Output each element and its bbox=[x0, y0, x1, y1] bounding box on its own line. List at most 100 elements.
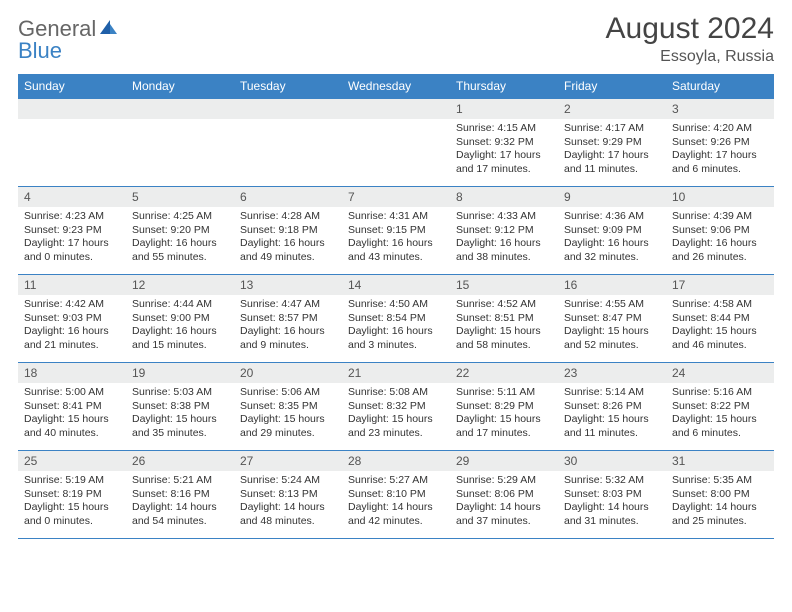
day-number: 30 bbox=[558, 451, 666, 471]
day-details: Sunrise: 5:19 AMSunset: 8:19 PMDaylight:… bbox=[18, 471, 126, 533]
day-details: Sunrise: 5:27 AMSunset: 8:10 PMDaylight:… bbox=[342, 471, 450, 533]
day-header: Sunday bbox=[18, 74, 126, 99]
day-number: 6 bbox=[234, 187, 342, 207]
header: GeneralBlue August 2024 Essoyla, Russia bbox=[18, 12, 774, 66]
day-cell: 24Sunrise: 5:16 AMSunset: 8:22 PMDayligh… bbox=[666, 363, 774, 451]
week-row: 11Sunrise: 4:42 AMSunset: 9:03 PMDayligh… bbox=[18, 275, 774, 363]
calendar-table: SundayMondayTuesdayWednesdayThursdayFrid… bbox=[18, 74, 774, 539]
day-cell: 30Sunrise: 5:32 AMSunset: 8:03 PMDayligh… bbox=[558, 451, 666, 539]
empty-cell bbox=[234, 99, 342, 187]
day-cell: 20Sunrise: 5:06 AMSunset: 8:35 PMDayligh… bbox=[234, 363, 342, 451]
day-details: Sunrise: 5:06 AMSunset: 8:35 PMDaylight:… bbox=[234, 383, 342, 445]
day-cell: 15Sunrise: 4:52 AMSunset: 8:51 PMDayligh… bbox=[450, 275, 558, 363]
month-title: August 2024 bbox=[606, 12, 774, 46]
day-details: Sunrise: 4:42 AMSunset: 9:03 PMDaylight:… bbox=[18, 295, 126, 357]
day-cell: 1Sunrise: 4:15 AMSunset: 9:32 PMDaylight… bbox=[450, 99, 558, 187]
day-details: Sunrise: 5:29 AMSunset: 8:06 PMDaylight:… bbox=[450, 471, 558, 533]
day-number: 29 bbox=[450, 451, 558, 471]
day-details: Sunrise: 5:14 AMSunset: 8:26 PMDaylight:… bbox=[558, 383, 666, 445]
day-number bbox=[234, 99, 342, 119]
day-number bbox=[18, 99, 126, 119]
day-details: Sunrise: 5:11 AMSunset: 8:29 PMDaylight:… bbox=[450, 383, 558, 445]
day-cell: 19Sunrise: 5:03 AMSunset: 8:38 PMDayligh… bbox=[126, 363, 234, 451]
day-number: 17 bbox=[666, 275, 774, 295]
day-cell: 14Sunrise: 4:50 AMSunset: 8:54 PMDayligh… bbox=[342, 275, 450, 363]
day-number: 15 bbox=[450, 275, 558, 295]
day-details: Sunrise: 4:55 AMSunset: 8:47 PMDaylight:… bbox=[558, 295, 666, 357]
day-number: 19 bbox=[126, 363, 234, 383]
day-header: Friday bbox=[558, 74, 666, 99]
day-number: 21 bbox=[342, 363, 450, 383]
day-cell: 21Sunrise: 5:08 AMSunset: 8:32 PMDayligh… bbox=[342, 363, 450, 451]
day-details: Sunrise: 4:33 AMSunset: 9:12 PMDaylight:… bbox=[450, 207, 558, 269]
day-number: 16 bbox=[558, 275, 666, 295]
day-number: 11 bbox=[18, 275, 126, 295]
day-details: Sunrise: 4:25 AMSunset: 9:20 PMDaylight:… bbox=[126, 207, 234, 269]
day-cell: 28Sunrise: 5:27 AMSunset: 8:10 PMDayligh… bbox=[342, 451, 450, 539]
day-cell: 11Sunrise: 4:42 AMSunset: 9:03 PMDayligh… bbox=[18, 275, 126, 363]
day-details: Sunrise: 4:58 AMSunset: 8:44 PMDaylight:… bbox=[666, 295, 774, 357]
day-number: 18 bbox=[18, 363, 126, 383]
day-details: Sunrise: 4:44 AMSunset: 9:00 PMDaylight:… bbox=[126, 295, 234, 357]
day-details: Sunrise: 4:23 AMSunset: 9:23 PMDaylight:… bbox=[18, 207, 126, 269]
day-cell: 26Sunrise: 5:21 AMSunset: 8:16 PMDayligh… bbox=[126, 451, 234, 539]
day-details: Sunrise: 4:28 AMSunset: 9:18 PMDaylight:… bbox=[234, 207, 342, 269]
day-number: 14 bbox=[342, 275, 450, 295]
day-cell: 22Sunrise: 5:11 AMSunset: 8:29 PMDayligh… bbox=[450, 363, 558, 451]
day-cell: 4Sunrise: 4:23 AMSunset: 9:23 PMDaylight… bbox=[18, 187, 126, 275]
day-number: 12 bbox=[126, 275, 234, 295]
day-details: Sunrise: 4:15 AMSunset: 9:32 PMDaylight:… bbox=[450, 119, 558, 181]
day-number: 4 bbox=[18, 187, 126, 207]
day-header-row: SundayMondayTuesdayWednesdayThursdayFrid… bbox=[18, 74, 774, 99]
day-number: 9 bbox=[558, 187, 666, 207]
day-cell: 5Sunrise: 4:25 AMSunset: 9:20 PMDaylight… bbox=[126, 187, 234, 275]
location: Essoyla, Russia bbox=[606, 48, 774, 66]
day-details: Sunrise: 4:31 AMSunset: 9:15 PMDaylight:… bbox=[342, 207, 450, 269]
day-details: Sunrise: 5:08 AMSunset: 8:32 PMDaylight:… bbox=[342, 383, 450, 445]
day-number: 13 bbox=[234, 275, 342, 295]
day-cell: 25Sunrise: 5:19 AMSunset: 8:19 PMDayligh… bbox=[18, 451, 126, 539]
day-cell: 9Sunrise: 4:36 AMSunset: 9:09 PMDaylight… bbox=[558, 187, 666, 275]
week-row: 1Sunrise: 4:15 AMSunset: 9:32 PMDaylight… bbox=[18, 99, 774, 187]
empty-cell bbox=[126, 99, 234, 187]
title-block: August 2024 Essoyla, Russia bbox=[606, 12, 774, 66]
day-number: 27 bbox=[234, 451, 342, 471]
day-cell: 31Sunrise: 5:35 AMSunset: 8:00 PMDayligh… bbox=[666, 451, 774, 539]
day-details: Sunrise: 5:00 AMSunset: 8:41 PMDaylight:… bbox=[18, 383, 126, 445]
day-number: 8 bbox=[450, 187, 558, 207]
day-number: 25 bbox=[18, 451, 126, 471]
logo-text-1: General bbox=[18, 18, 96, 40]
day-number: 20 bbox=[234, 363, 342, 383]
day-number: 10 bbox=[666, 187, 774, 207]
day-number: 23 bbox=[558, 363, 666, 383]
day-number: 2 bbox=[558, 99, 666, 119]
day-details: Sunrise: 4:17 AMSunset: 9:29 PMDaylight:… bbox=[558, 119, 666, 181]
day-number: 7 bbox=[342, 187, 450, 207]
day-number bbox=[342, 99, 450, 119]
day-details: Sunrise: 5:32 AMSunset: 8:03 PMDaylight:… bbox=[558, 471, 666, 533]
day-number bbox=[126, 99, 234, 119]
day-cell: 18Sunrise: 5:00 AMSunset: 8:41 PMDayligh… bbox=[18, 363, 126, 451]
day-number: 28 bbox=[342, 451, 450, 471]
day-header: Monday bbox=[126, 74, 234, 99]
day-details: Sunrise: 4:20 AMSunset: 9:26 PMDaylight:… bbox=[666, 119, 774, 181]
calendar-page: GeneralBlue August 2024 Essoyla, Russia … bbox=[0, 0, 792, 551]
day-details: Sunrise: 4:50 AMSunset: 8:54 PMDaylight:… bbox=[342, 295, 450, 357]
day-number: 3 bbox=[666, 99, 774, 119]
logo-sail-icon bbox=[98, 18, 118, 40]
day-number: 5 bbox=[126, 187, 234, 207]
day-cell: 29Sunrise: 5:29 AMSunset: 8:06 PMDayligh… bbox=[450, 451, 558, 539]
week-row: 25Sunrise: 5:19 AMSunset: 8:19 PMDayligh… bbox=[18, 451, 774, 539]
day-details: Sunrise: 4:36 AMSunset: 9:09 PMDaylight:… bbox=[558, 207, 666, 269]
day-header: Wednesday bbox=[342, 74, 450, 99]
day-details: Sunrise: 5:21 AMSunset: 8:16 PMDaylight:… bbox=[126, 471, 234, 533]
day-details: Sunrise: 4:39 AMSunset: 9:06 PMDaylight:… bbox=[666, 207, 774, 269]
day-details: Sunrise: 5:24 AMSunset: 8:13 PMDaylight:… bbox=[234, 471, 342, 533]
calendar-body: 1Sunrise: 4:15 AMSunset: 9:32 PMDaylight… bbox=[18, 99, 774, 539]
day-details: Sunrise: 4:52 AMSunset: 8:51 PMDaylight:… bbox=[450, 295, 558, 357]
week-row: 18Sunrise: 5:00 AMSunset: 8:41 PMDayligh… bbox=[18, 363, 774, 451]
day-number: 1 bbox=[450, 99, 558, 119]
day-cell: 7Sunrise: 4:31 AMSunset: 9:15 PMDaylight… bbox=[342, 187, 450, 275]
day-cell: 10Sunrise: 4:39 AMSunset: 9:06 PMDayligh… bbox=[666, 187, 774, 275]
day-cell: 16Sunrise: 4:55 AMSunset: 8:47 PMDayligh… bbox=[558, 275, 666, 363]
